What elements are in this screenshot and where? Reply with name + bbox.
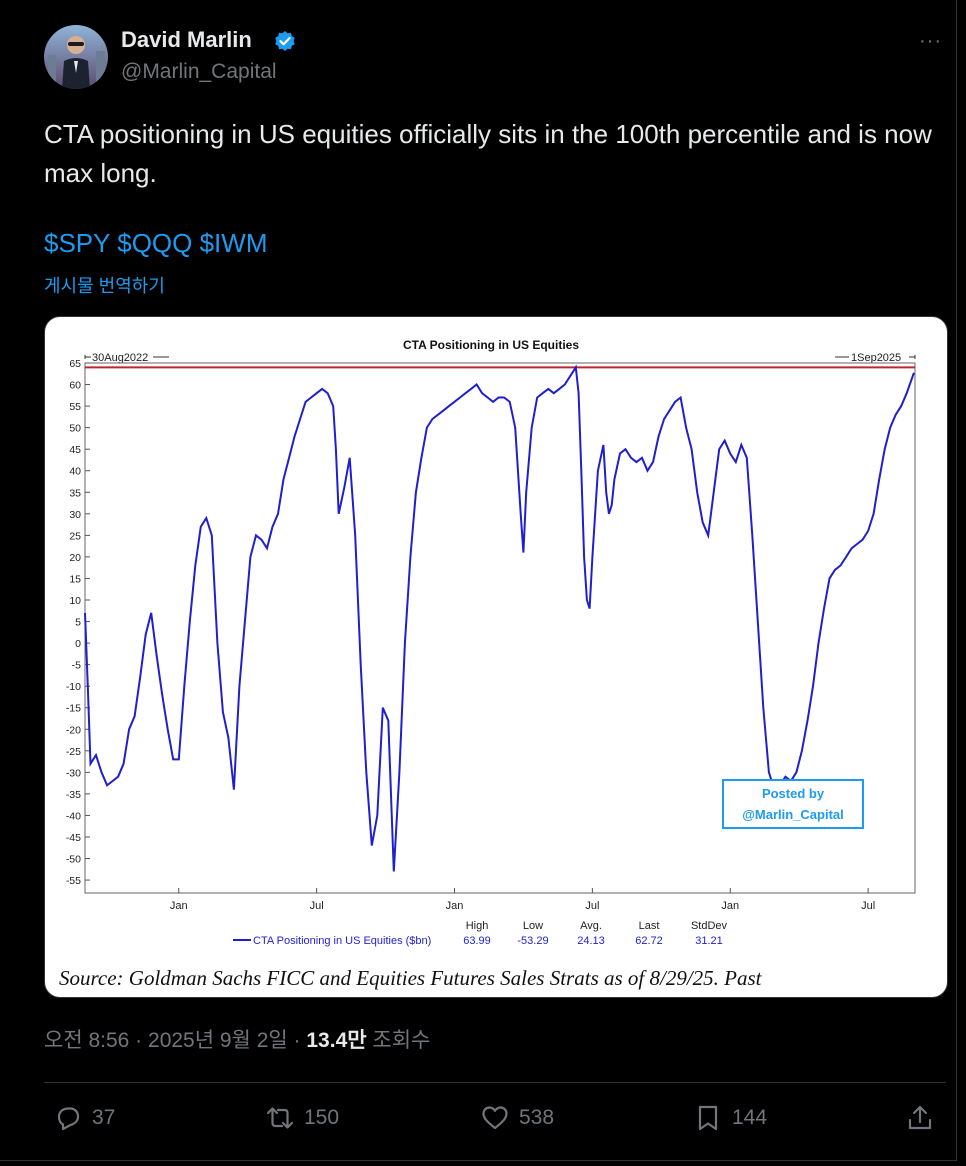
y-tick-label: 15 xyxy=(69,573,81,585)
x-tick-label: Jan xyxy=(446,900,464,912)
stats-header: StdDev xyxy=(691,920,728,932)
reply-count: 37 xyxy=(92,1106,116,1129)
series-line-cta-positioning xyxy=(84,364,915,872)
bookmark-icon xyxy=(698,1105,718,1131)
author-name[interactable]: David Marlin xyxy=(121,27,252,52)
chart-legend: CTA Positioning in US Equities ($bn) xyxy=(233,935,431,947)
y-axis: 65605550454035302520151050-5-10-15-20-25… xyxy=(66,358,90,887)
views-label: 조회수 xyxy=(366,1029,431,1052)
chart-end-marker: 1Sep2025 xyxy=(835,352,916,364)
stats-value: 24.13 xyxy=(577,935,605,947)
y-tick-label: -20 xyxy=(66,724,81,736)
y-tick-label: 60 xyxy=(69,380,81,392)
x-tick-label: Jul xyxy=(585,900,599,912)
stats-header: High xyxy=(466,920,489,932)
y-tick-label: 55 xyxy=(69,401,81,413)
post-timestamp[interactable]: 오전 8:56 · 2025년 9월 2일 · 13.4만 조회수 xyxy=(44,1024,430,1054)
heart-icon xyxy=(482,1106,508,1130)
stats-header: Last xyxy=(639,920,660,932)
like-button[interactable]: 538 xyxy=(479,1102,554,1134)
translate-post-link[interactable]: 게시물 번역하기 xyxy=(44,276,165,296)
y-tick-label: -35 xyxy=(66,789,81,801)
y-tick-label: 10 xyxy=(69,595,81,607)
stats-value: 31.21 xyxy=(695,935,723,947)
chart-title: CTA Positioning in US Equities xyxy=(403,338,579,352)
bookmark-count: 144 xyxy=(732,1106,768,1129)
stats-header: Avg. xyxy=(580,920,602,932)
posted-by-watermark: Posted by @Marlin_Capital xyxy=(722,779,864,829)
reply-icon xyxy=(57,1107,80,1131)
y-tick-label: -40 xyxy=(66,810,81,822)
post-text: CTA positioning in US equities officiall… xyxy=(44,119,932,188)
stats-value: 63.99 xyxy=(463,935,491,947)
author-handle[interactable]: @Marlin_Capital xyxy=(121,60,277,83)
y-tick-label: 5 xyxy=(75,617,81,629)
verified-badge-icon xyxy=(274,30,296,52)
reply-button[interactable]: 37 xyxy=(52,1102,115,1134)
y-tick-label: -25 xyxy=(66,746,81,758)
bookmark-button[interactable]: 144 xyxy=(692,1102,767,1134)
x-tick-label: Jan xyxy=(721,900,739,912)
cashtag-links[interactable]: $SPY $QQQ $IWM xyxy=(44,228,268,258)
chart-start-label: 30Aug2022 xyxy=(92,352,148,364)
y-tick-label: -45 xyxy=(66,832,81,844)
watermark-line-2: @Marlin_Capital xyxy=(742,807,844,822)
cta-positioning-chart: CTA Positioning in US Equities 30Aug2022… xyxy=(59,338,916,990)
x-tick-label: Jul xyxy=(310,900,324,912)
share-button[interactable] xyxy=(904,1102,936,1134)
share-icon xyxy=(908,1105,932,1130)
x-tick-label: Jan xyxy=(170,900,188,912)
stats-header: Low xyxy=(523,920,543,932)
repost-count: 150 xyxy=(304,1106,340,1129)
y-tick-label: 35 xyxy=(69,487,81,499)
like-count: 538 xyxy=(519,1106,555,1129)
y-tick-label: 25 xyxy=(69,530,81,542)
repost-icon xyxy=(266,1107,294,1129)
y-tick-label: 30 xyxy=(69,509,81,521)
legend-label: CTA Positioning in US Equities ($bn) xyxy=(253,935,431,947)
y-tick-label: -15 xyxy=(66,703,81,715)
repost-button[interactable]: 150 xyxy=(264,1102,339,1134)
x-tick-label: Jul xyxy=(861,900,875,912)
x-axis: Jan Jul Jan Jul Jan Jul xyxy=(170,888,875,912)
chart-start-marker: 30Aug2022 xyxy=(84,352,169,364)
y-tick-label: 65 xyxy=(69,358,81,370)
y-tick-label: 45 xyxy=(69,444,81,456)
avatar[interactable] xyxy=(44,25,108,89)
chart-end-label: 1Sep2025 xyxy=(851,352,901,364)
y-tick-label: 0 xyxy=(75,638,81,650)
chart-source-note: Source: Goldman Sachs FICC and Equities … xyxy=(59,966,763,990)
y-tick-label: 50 xyxy=(69,423,81,435)
y-tick-label: 40 xyxy=(69,466,81,478)
y-tick-label: -30 xyxy=(66,767,81,779)
watermark-line-1: Posted by xyxy=(762,786,825,801)
y-tick-label: -5 xyxy=(72,660,81,672)
post-time[interactable]: 오전 8:56 · 2025년 9월 2일 · xyxy=(44,1029,307,1052)
chart-stats-table: High 63.99 Low -53.29 Avg. 24.13 Last 62.72 StdD… xyxy=(463,920,727,947)
y-tick-label: -10 xyxy=(66,681,81,693)
stats-value: 62.72 xyxy=(635,935,663,947)
y-tick-label: 20 xyxy=(69,552,81,564)
chart-image-card[interactable]: CTA Positioning in US Equities 30Aug2022… xyxy=(44,316,948,998)
y-tick-label: -55 xyxy=(66,875,81,887)
divider xyxy=(44,1082,946,1083)
views-count: 13.4만 xyxy=(306,1029,367,1052)
y-tick-label: -50 xyxy=(66,854,81,866)
more-options-icon[interactable]: ··· xyxy=(919,30,942,52)
stats-value: -53.29 xyxy=(517,935,548,947)
